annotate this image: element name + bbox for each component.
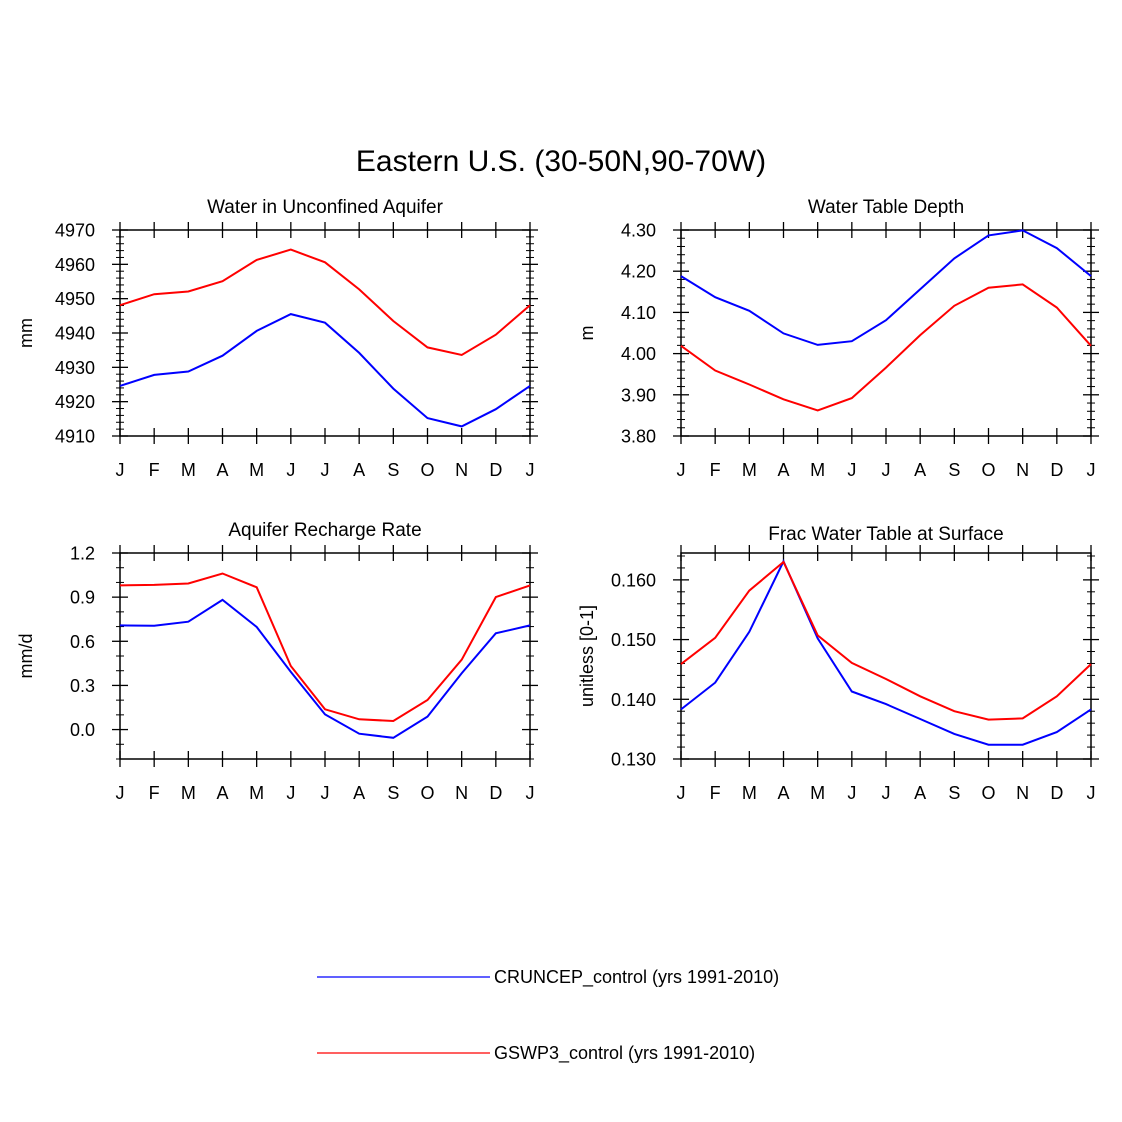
x-tick-label: O (420, 460, 434, 480)
x-tick-label: A (216, 783, 228, 803)
x-tick-label: O (981, 460, 995, 480)
x-tick-label: M (742, 783, 757, 803)
x-tick-label: J (882, 783, 891, 803)
x-tick-label: D (1050, 460, 1063, 480)
plot-frame-frac-water-table (680, 552, 1092, 760)
y-tick-label: 4950 (55, 289, 95, 309)
x-tick-label: O (420, 783, 434, 803)
y-tick-label: 4970 (55, 221, 95, 241)
x-tick-label: J (882, 460, 891, 480)
x-tick-label: D (489, 783, 502, 803)
x-tick-label: N (1016, 460, 1029, 480)
y-axis-label: m (577, 326, 597, 341)
y-tick-label: 0.160 (611, 570, 656, 590)
x-tick-label: D (1050, 783, 1063, 803)
series-line-gswp3-frac-water-table (680, 560, 1092, 721)
legend-label-cruncep: CRUNCEP_control (yrs 1991-2010) (494, 967, 779, 988)
y-axis-label: mm (16, 318, 36, 348)
y-tick-label: 4920 (55, 392, 95, 412)
x-tick-label: M (810, 460, 825, 480)
x-tick-label: F (149, 783, 160, 803)
series-line-gswp3-recharge-rate (119, 572, 531, 723)
x-tick-label: J (1087, 783, 1096, 803)
y-tick-label: 3.80 (621, 427, 656, 447)
plot-frame-water-table-depth (680, 229, 1092, 437)
y-tick-label: 0.150 (611, 630, 656, 650)
y-tick-label: 4960 (55, 255, 95, 275)
y-tick-label: 1.2 (70, 544, 95, 564)
x-tick-label: D (489, 460, 502, 480)
x-tick-label: S (948, 460, 960, 480)
x-tick-label: N (1016, 783, 1029, 803)
y-tick-label: 3.90 (621, 385, 656, 405)
x-tick-label: F (710, 783, 721, 803)
y-tick-label: 0.3 (70, 676, 95, 696)
legend-label-gswp3: GSWP3_control (yrs 1991-2010) (494, 1043, 755, 1064)
x-tick-label: O (981, 783, 995, 803)
x-tick-label: A (353, 783, 365, 803)
series-line-cruncep-water-table-depth (680, 229, 1092, 346)
x-tick-label: A (914, 460, 926, 480)
x-tick-label: S (387, 783, 399, 803)
x-tick-label: M (249, 783, 264, 803)
y-axis-label: unitless [0-1] (577, 605, 597, 707)
y-tick-label: 4910 (55, 427, 95, 447)
y-tick-label: 4.00 (621, 344, 656, 364)
y-tick-label: 4940 (55, 324, 95, 344)
series-line-cruncep-aquifer-water (119, 313, 531, 428)
x-tick-label: N (455, 783, 468, 803)
x-tick-label: J (526, 783, 535, 803)
series-line-cruncep-recharge-rate (119, 598, 531, 739)
y-tick-label: 0.130 (611, 750, 656, 770)
y-axis-label: mm/d (16, 634, 36, 679)
x-tick-label: J (677, 783, 686, 803)
x-tick-label: J (677, 460, 686, 480)
x-tick-label: M (181, 783, 196, 803)
y-tick-label: 4930 (55, 358, 95, 378)
x-tick-label: A (216, 460, 228, 480)
y-tick-label: 0.0 (70, 720, 95, 740)
y-tick-label: 0.6 (70, 632, 95, 652)
y-tick-label: 0.140 (611, 690, 656, 710)
x-tick-label: A (353, 460, 365, 480)
x-tick-label: M (810, 783, 825, 803)
panel-title-aquifer-water: Water in Unconfined Aquifer (207, 197, 443, 218)
x-tick-label: J (321, 460, 330, 480)
x-tick-label: J (286, 783, 295, 803)
series-line-gswp3-water-table-depth (680, 283, 1092, 412)
x-tick-label: J (526, 460, 535, 480)
x-tick-label: J (321, 783, 330, 803)
figure-title: Eastern U.S. (30-50N,90-70W) (355, 145, 767, 178)
y-tick-label: 4.20 (621, 262, 656, 282)
y-tick-label: 4.10 (621, 303, 656, 323)
x-tick-label: J (847, 460, 856, 480)
x-tick-label: S (387, 460, 399, 480)
x-tick-label: M (742, 460, 757, 480)
x-tick-label: N (455, 460, 468, 480)
y-tick-label: 4.30 (621, 221, 656, 241)
panel-title-water-table-depth: Water Table Depth (807, 197, 965, 218)
x-tick-label: A (914, 783, 926, 803)
x-tick-label: S (948, 783, 960, 803)
series-line-cruncep-frac-water-table (680, 559, 1092, 746)
y-tick-label: 0.9 (70, 588, 95, 608)
x-tick-label: A (777, 783, 789, 803)
plot-frame-aquifer-water (119, 229, 531, 437)
x-tick-label: M (249, 460, 264, 480)
panel-title-frac-water-table: Frac Water Table at Surface (768, 524, 1004, 545)
x-tick-label: J (116, 783, 125, 803)
x-tick-label: M (181, 460, 196, 480)
panel-title-recharge-rate: Aquifer Recharge Rate (228, 520, 422, 541)
x-tick-label: J (286, 460, 295, 480)
x-tick-label: F (710, 460, 721, 480)
x-tick-label: J (847, 783, 856, 803)
x-tick-label: J (116, 460, 125, 480)
x-tick-label: J (1087, 460, 1096, 480)
x-tick-label: A (777, 460, 789, 480)
x-tick-label: F (149, 460, 160, 480)
series-line-gswp3-aquifer-water (119, 248, 531, 357)
